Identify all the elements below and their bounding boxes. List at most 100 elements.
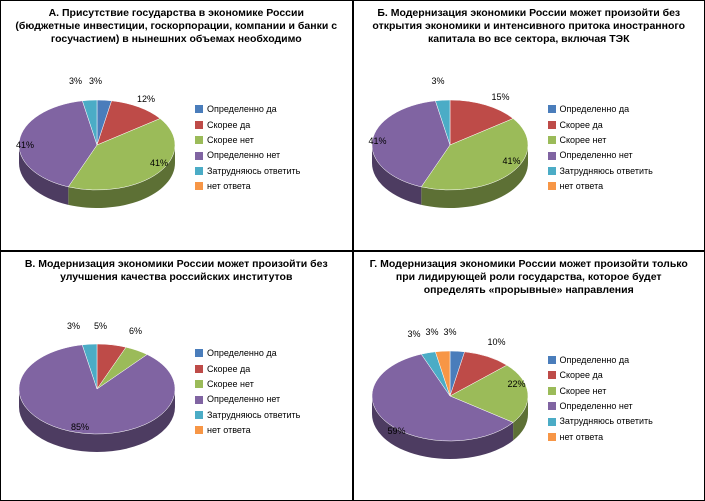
- legend-item: Определенно да: [548, 353, 653, 367]
- chart-row: 3%3%3%10%22%59% Определенно даСкорее даС…: [360, 303, 699, 494]
- pie-b: 3% 15% 41% 41%: [360, 70, 540, 225]
- legend-label: Затрудняюсь ответить: [560, 164, 653, 178]
- pie-a: 3%3%12%41%41%: [7, 70, 187, 225]
- legend-label: Скорее да: [560, 118, 603, 132]
- legend-label: Скорее нет: [560, 133, 607, 147]
- legend-label: Определенно нет: [207, 392, 280, 406]
- chart-grid: А. Присутствие государства в экономике Р…: [0, 0, 705, 501]
- legend-swatch: [548, 105, 556, 113]
- pct-label: 85%: [71, 422, 89, 432]
- legend-d: Определенно даСкорее да Скорее нетОпредел…: [540, 352, 653, 445]
- pct-label: 3%: [444, 327, 457, 337]
- legend-label: Скорее да: [207, 362, 250, 376]
- legend-item: Скорее нет: [195, 377, 300, 391]
- chart-row: 3%3%12%41%41% Определенно даСкорее даСко…: [7, 52, 346, 243]
- legend-swatch: [195, 349, 203, 357]
- legend-label: Затрудняюсь ответить: [207, 164, 300, 178]
- legend-item: Скорее нет: [195, 133, 300, 147]
- pct-label: 41%: [150, 158, 168, 168]
- legend-label: Скорее нет: [560, 384, 607, 398]
- legend-item: Определенно нет: [195, 148, 300, 162]
- legend-label: Определенно да: [207, 102, 277, 116]
- legend-swatch: [548, 387, 556, 395]
- pct-label: 22%: [508, 379, 526, 389]
- legend-label: Затрудняюсь ответить: [560, 414, 653, 428]
- legend-item: Скорее нет: [548, 384, 653, 398]
- legend-item: Скорее да: [195, 362, 300, 376]
- legend-swatch: [548, 182, 556, 190]
- legend-swatch: [548, 418, 556, 426]
- legend-item: Затрудняюсь ответить: [195, 164, 300, 178]
- pct-label: 10%: [488, 337, 506, 347]
- legend-item: Затрудняюсь ответить: [548, 414, 653, 428]
- pct-label: 41%: [503, 156, 521, 166]
- legend-label: Скорее да: [560, 368, 603, 382]
- pct-label: 3%: [67, 321, 80, 331]
- chart-row: 3% 15% 41% 41% Определенно да Скорее даСкоре…: [360, 52, 699, 243]
- legend-swatch: [195, 121, 203, 129]
- legend-label: Затрудняюсь ответить: [207, 408, 300, 422]
- panel-title: Г. Модернизация экономики России может п…: [360, 256, 699, 303]
- legend-b: Определенно да Скорее даСкорее нетОпредел…: [540, 101, 653, 194]
- panel-title: А. Присутствие государства в экономике Р…: [7, 5, 346, 52]
- legend-item: Скорее нет: [548, 133, 653, 147]
- chart-row: 3% 5% 6% 85% Определенно да Скорее даСкорее …: [7, 290, 346, 494]
- legend-swatch: [195, 380, 203, 388]
- legend-item: Скорее да: [548, 118, 653, 132]
- legend-swatch: [548, 121, 556, 129]
- panel-title: В. Модернизация экономики России может п…: [7, 256, 346, 290]
- legend-item: Определенно да: [195, 102, 300, 116]
- legend-item: Определенно да: [548, 102, 653, 116]
- pct-label: 3%: [408, 329, 421, 339]
- legend-swatch: [195, 136, 203, 144]
- legend-swatch: [195, 182, 203, 190]
- legend-label: Скорее нет: [207, 133, 254, 147]
- legend-item: Определенно нет: [548, 399, 653, 413]
- pct-label: 41%: [369, 136, 387, 146]
- legend-swatch: [195, 365, 203, 373]
- legend-item: Определенно да: [195, 346, 300, 360]
- legend-item: Затрудняюсь ответить: [548, 164, 653, 178]
- legend-swatch: [195, 411, 203, 419]
- legend-item: нет ответа: [195, 179, 300, 193]
- legend-swatch: [195, 396, 203, 404]
- pct-label: 59%: [388, 426, 406, 436]
- pct-label: 6%: [129, 326, 142, 336]
- pct-label: 41%: [16, 140, 34, 150]
- legend-item: нет ответа: [548, 430, 653, 444]
- legend-item: Затрудняюсь ответить: [195, 408, 300, 422]
- legend-swatch: [195, 152, 203, 160]
- legend-label: Скорее да: [207, 118, 250, 132]
- legend-item: Скорее да: [195, 118, 300, 132]
- legend-label: нет ответа: [207, 423, 251, 437]
- pct-label: 3%: [432, 76, 445, 86]
- legend-label: Определенно да: [560, 353, 630, 367]
- panel-c: В. Модернизация экономики России может п…: [0, 251, 353, 501]
- legend-item: Скорее да: [548, 368, 653, 382]
- legend-swatch: [548, 152, 556, 160]
- pie-d: 3%3%3%10%22%59%: [360, 321, 540, 476]
- legend-a: Определенно да Скорее даСкорее нетОпредел…: [187, 101, 300, 194]
- legend-label: нет ответа: [560, 430, 604, 444]
- legend-swatch: [548, 167, 556, 175]
- legend-label: Определенно да: [207, 346, 277, 360]
- legend-item: нет ответа: [548, 179, 653, 193]
- legend-swatch: [548, 356, 556, 364]
- legend-swatch: [195, 426, 203, 434]
- legend-label: нет ответа: [560, 179, 604, 193]
- legend-item: Определенно нет: [195, 392, 300, 406]
- pct-label: 15%: [492, 92, 510, 102]
- panel-b: Б. Модернизация экономики России может п…: [353, 0, 705, 251]
- legend-label: Определенно нет: [207, 148, 280, 162]
- legend-swatch: [548, 402, 556, 410]
- legend-swatch: [548, 433, 556, 441]
- panel-d: Г. Модернизация экономики России может п…: [353, 251, 705, 501]
- legend-swatch: [195, 167, 203, 175]
- legend-item: Определенно нет: [548, 148, 653, 162]
- legend-label: Определенно нет: [560, 148, 633, 162]
- pct-label: 5%: [94, 321, 107, 331]
- pie-c: 3% 5% 6% 85%: [7, 314, 187, 469]
- legend-swatch: [548, 371, 556, 379]
- legend-swatch: [548, 136, 556, 144]
- legend-label: Определенно да: [560, 102, 630, 116]
